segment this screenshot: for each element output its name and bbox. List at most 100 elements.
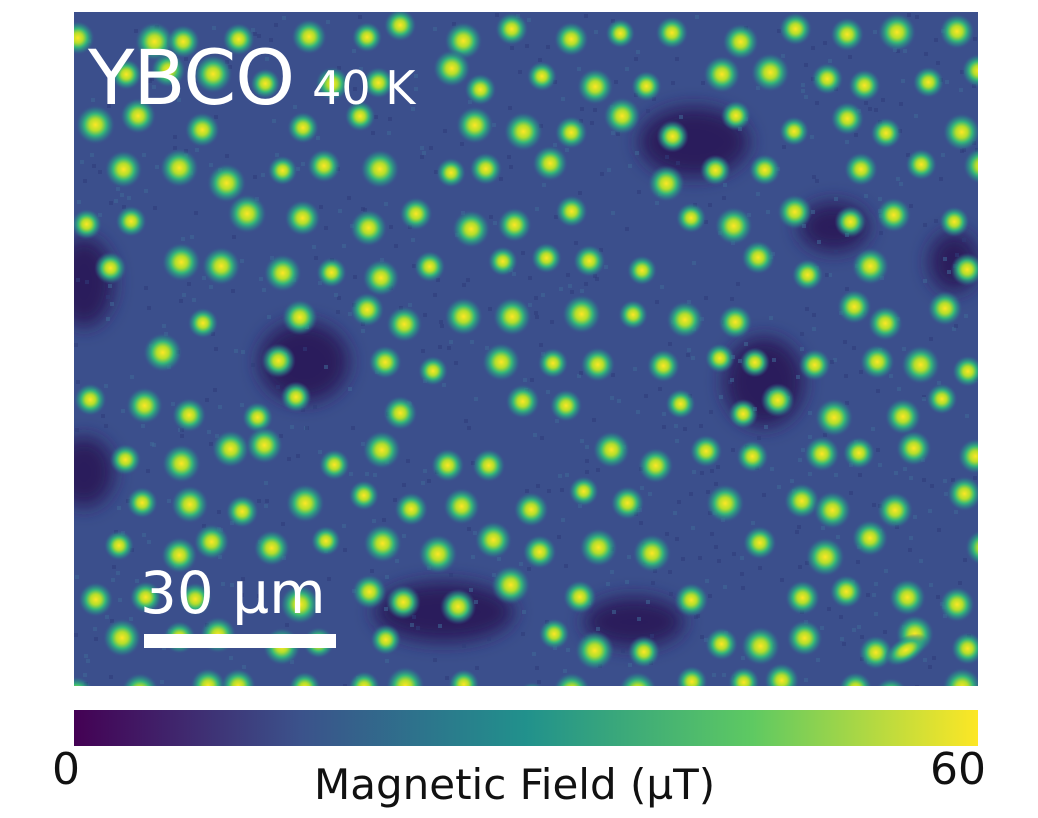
noise-speckle (120, 193, 124, 197)
noise-speckle (521, 632, 525, 636)
noise-speckle (285, 623, 289, 627)
vortex (610, 485, 645, 521)
noise-speckle (798, 565, 802, 569)
noise-speckle (240, 593, 244, 597)
noise-speckle (421, 481, 425, 485)
vortex (440, 588, 477, 625)
vortex (927, 290, 963, 327)
noise-speckle (915, 15, 919, 19)
noise-speckle (121, 409, 125, 413)
noise-speckle (190, 235, 194, 239)
vortex (736, 440, 769, 473)
noise-speckle (334, 293, 338, 297)
noise-speckle (279, 434, 283, 438)
noise-speckle (144, 189, 148, 193)
noise-speckle (474, 600, 478, 604)
vortex (939, 586, 975, 623)
noise-speckle (655, 201, 659, 205)
noise-speckle (842, 642, 846, 646)
noise-speckle (535, 666, 539, 670)
noise-speckle (691, 356, 695, 360)
noise-speckle (326, 20, 330, 24)
noise-speckle (324, 365, 328, 369)
noise-speckle (848, 55, 852, 59)
colorbar (74, 710, 978, 746)
vortex (280, 381, 312, 413)
vortex (250, 68, 281, 99)
vortex (102, 618, 142, 658)
noise-speckle (744, 342, 748, 346)
noise-speckle (723, 183, 727, 187)
noise-speckle (907, 13, 911, 17)
vortex (263, 253, 302, 293)
noise-speckle (384, 202, 388, 206)
noise-speckle (160, 680, 164, 684)
noise-speckle (909, 476, 913, 480)
vortex (675, 665, 708, 686)
noise-speckle (934, 219, 938, 223)
vortex (306, 148, 342, 183)
noise-speckle (628, 164, 632, 168)
noise-speckle (903, 467, 907, 471)
noise-speckle (751, 521, 755, 525)
vortex (386, 305, 423, 343)
vortex (455, 106, 494, 145)
noise-speckle (499, 177, 503, 181)
noise-speckle (155, 165, 159, 169)
noise-speckle (420, 146, 424, 150)
noise-speckle (94, 637, 98, 641)
vortex (562, 579, 597, 614)
noise-speckle (393, 498, 397, 502)
vortex (526, 61, 558, 92)
noise-speckle (883, 630, 887, 634)
noise-speckle (585, 470, 589, 474)
noise-speckle (699, 424, 703, 428)
noise-speckle (205, 398, 209, 402)
vortex (497, 207, 532, 243)
noise-speckle (621, 649, 625, 653)
noise-speckle (915, 685, 919, 686)
vortex (859, 344, 895, 380)
noise-speckle (433, 27, 437, 31)
noise-speckle (687, 348, 691, 352)
noise-speckle (260, 49, 264, 53)
noise-speckle (471, 555, 475, 559)
noise-speckle (385, 575, 389, 579)
vortex (487, 246, 518, 277)
noise-speckle (269, 38, 273, 42)
noise-speckle (251, 363, 255, 367)
noise-speckle (388, 117, 392, 121)
noise-speckle (179, 299, 183, 303)
noise-speckle (700, 635, 704, 639)
vortex (895, 430, 932, 467)
vortex (74, 208, 103, 240)
vortex (222, 22, 256, 56)
noise-speckle (560, 488, 564, 492)
noise-speckle (637, 190, 641, 194)
noise-speckle (127, 196, 131, 200)
noise-speckle (351, 426, 355, 430)
noise-speckle (686, 353, 690, 357)
vortex (549, 389, 583, 423)
noise-speckle (272, 119, 276, 123)
vortex (474, 521, 513, 559)
noise-speckle (782, 145, 786, 149)
noise-speckle (897, 387, 901, 391)
noise-speckle (348, 312, 352, 316)
noise-speckle (937, 528, 941, 532)
noise-speckle (402, 534, 406, 538)
noise-speckle (508, 106, 512, 110)
vortex (618, 671, 657, 686)
scale-bar (144, 634, 336, 648)
vortex (946, 476, 978, 512)
noise-speckle (452, 22, 456, 26)
noise-speckle (612, 610, 616, 614)
vortex (830, 101, 865, 136)
noise-speckle (811, 210, 815, 214)
noise-speckle (231, 289, 235, 293)
noise-speckle (736, 282, 740, 286)
noise-speckle (817, 240, 821, 244)
noise-speckle (871, 427, 875, 431)
vortex (110, 58, 143, 91)
noise-speckle (105, 615, 109, 619)
